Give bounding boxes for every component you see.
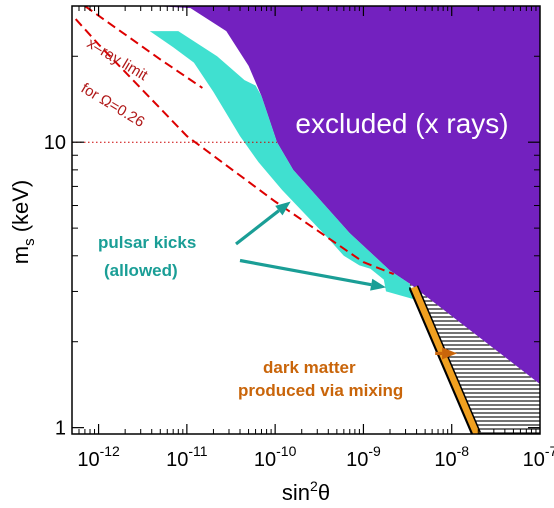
regions-layer xyxy=(149,6,540,434)
arrows-layer xyxy=(235,201,458,360)
pulsar-arrow-2-shaft xyxy=(239,258,372,287)
y-tick-label: 1 xyxy=(55,418,66,440)
ticks-layer: 10-12 10-11 10-10 10-9 10-8 10-7 1 10 xyxy=(44,6,554,471)
region-hatched xyxy=(409,283,540,434)
excluded-label: excluded (x rays) xyxy=(295,108,508,139)
x-tick-label: 10-9 xyxy=(346,443,381,471)
y-axis-label: ms (keV) xyxy=(8,180,38,265)
x-tick-label: 10-10 xyxy=(254,443,297,471)
pulsar-arrow-2 xyxy=(239,258,386,291)
pulsar-arrow-2-head xyxy=(370,278,386,291)
region-pulsar-kicks xyxy=(149,31,417,300)
produced-via-mixing-label: produced via mixing xyxy=(238,381,403,400)
x-tick-label: 10-11 xyxy=(166,443,208,471)
y-tick-label: 10 xyxy=(44,132,66,154)
pulsar-allowed-label: (allowed) xyxy=(104,261,178,280)
pulsar-kicks-label: pulsar kicks xyxy=(98,233,196,252)
dark-matter-label: dark matter xyxy=(263,358,356,377)
mixing-band xyxy=(410,286,480,434)
region-excluded xyxy=(154,6,540,385)
x-tick-label: 10-8 xyxy=(434,443,469,471)
lines-layer xyxy=(72,6,481,434)
x-tick-label: 10-7 xyxy=(523,443,554,471)
pulsar-arrow-1-shaft xyxy=(235,209,280,246)
xray-limit-line xyxy=(84,6,203,89)
plot-frame xyxy=(71,5,541,435)
x-tick-label: 10-12 xyxy=(77,443,120,471)
pulsar-arrow-1 xyxy=(235,201,291,246)
x-axis-label: sin2θ xyxy=(282,478,330,505)
mixing-band-edge xyxy=(408,287,474,434)
omega-limit-line xyxy=(74,18,395,276)
pulsar-arrow-1-head xyxy=(275,201,291,216)
mixing-arrow xyxy=(435,347,458,360)
mixing-arrow-head xyxy=(442,347,458,360)
